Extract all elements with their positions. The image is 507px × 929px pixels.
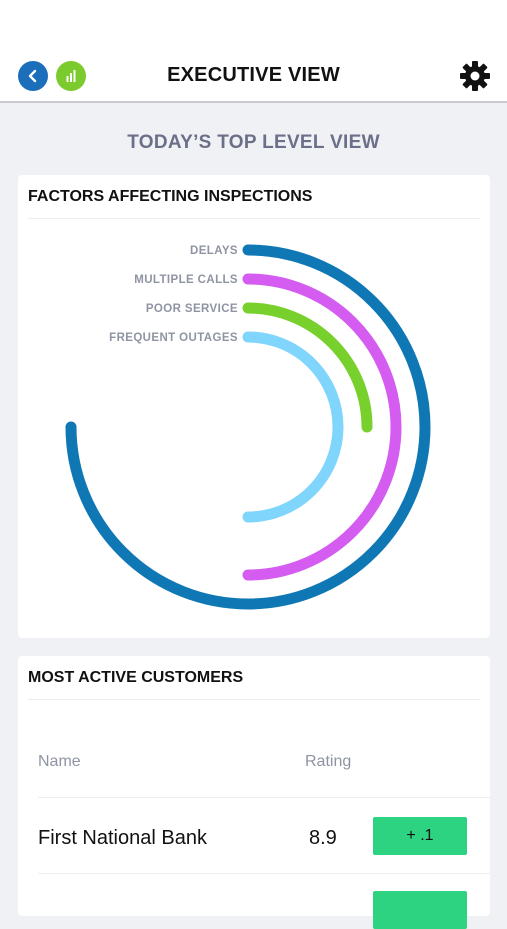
radial-bar-chart: DELAYS MULTIPLE CALLS POOR SERVICE FREQUENT… [65,244,431,610]
series-label: DELAYS [190,245,238,257]
customers-card: MOST ACTIVE CUSTOMERS Name Rating First … [18,656,490,929]
section-subtitle: TODAY’S TOP LEVEL VIEW [127,132,380,153]
page-title: EXECUTIVE VIEW [167,64,340,86]
app-header: EXECUTIVE VIEW [0,0,507,103]
column-header-rating: Rating [305,753,352,770]
radial-bar-poor-service [242,302,373,433]
card-divider [28,699,480,700]
customer-rating: 8.9 [309,827,337,849]
bar-chart-icon [66,70,76,82]
factors-card-title: FACTORS AFFECTING INSPECTIONS [28,188,313,205]
series-label: FREQUENT OUTAGES [109,332,238,344]
analytics-button[interactable] [56,61,86,91]
radial-bar-delays [65,244,431,610]
radial-bar-multiple-calls [242,273,402,581]
rating-change-badge [373,891,467,929]
series-label: POOR SERVICE [146,303,238,315]
series-label: MULTIPLE CALLS [134,274,238,286]
radial-bar-frequent-outages [242,331,344,523]
back-button[interactable] [18,61,48,91]
rating-change-badge: + .1 [373,817,467,855]
column-header-name: Name [38,753,81,770]
factors-card: FACTORS AFFECTING INSPECTIONS DELAYS MULT… [18,175,490,638]
card-divider [28,218,480,219]
row-divider [38,797,490,798]
chevron-left-icon [28,69,37,83]
row-divider [38,873,490,874]
customer-name[interactable]: First National Bank [38,827,207,849]
gear-icon[interactable] [458,59,492,93]
customers-card-title: MOST ACTIVE CUSTOMERS [28,669,244,686]
